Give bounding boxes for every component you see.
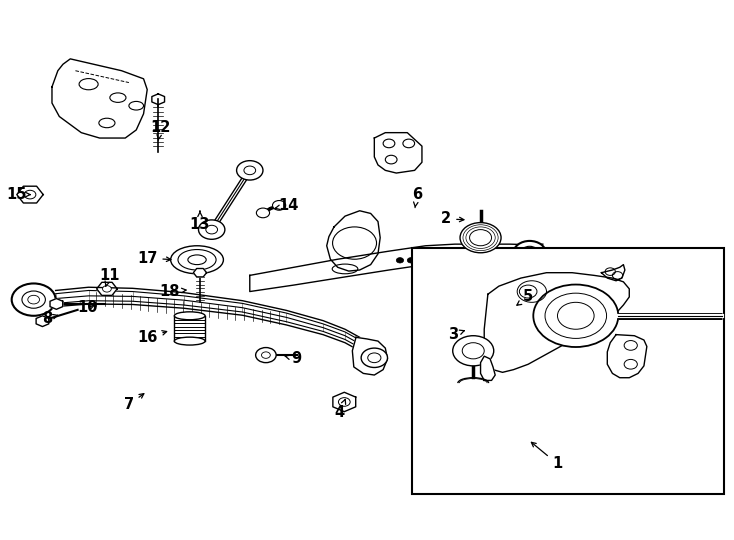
FancyBboxPatch shape: [414, 249, 722, 492]
Circle shape: [22, 291, 46, 308]
Circle shape: [256, 208, 269, 218]
Polygon shape: [601, 265, 625, 281]
Circle shape: [470, 230, 492, 246]
Circle shape: [338, 397, 350, 406]
Circle shape: [28, 295, 40, 304]
Polygon shape: [333, 392, 356, 411]
Polygon shape: [250, 244, 528, 292]
Circle shape: [534, 285, 618, 347]
Circle shape: [198, 220, 225, 239]
Circle shape: [462, 343, 484, 359]
Text: 2: 2: [441, 211, 464, 226]
Polygon shape: [50, 299, 62, 309]
Text: 6: 6: [412, 187, 422, 208]
Text: 10: 10: [77, 300, 98, 315]
Circle shape: [24, 190, 36, 199]
Text: 7: 7: [124, 394, 144, 412]
Text: 18: 18: [159, 284, 186, 299]
Text: 1: 1: [531, 442, 562, 471]
Circle shape: [206, 225, 217, 234]
Circle shape: [368, 353, 381, 363]
Polygon shape: [52, 59, 148, 138]
Circle shape: [558, 302, 594, 329]
Text: 9: 9: [285, 352, 301, 366]
Text: 11: 11: [99, 268, 120, 286]
Polygon shape: [56, 287, 360, 351]
Circle shape: [103, 286, 112, 292]
Circle shape: [521, 246, 539, 259]
Circle shape: [514, 241, 546, 265]
Text: 4: 4: [335, 399, 346, 420]
Ellipse shape: [188, 255, 206, 265]
Text: 17: 17: [137, 251, 171, 266]
Ellipse shape: [174, 312, 205, 320]
Circle shape: [255, 348, 276, 363]
Text: 3: 3: [448, 327, 465, 342]
Text: 14: 14: [275, 198, 299, 213]
Circle shape: [407, 258, 415, 263]
Polygon shape: [352, 338, 388, 375]
Text: 15: 15: [7, 187, 30, 202]
Circle shape: [12, 284, 56, 316]
Circle shape: [460, 222, 501, 253]
Circle shape: [361, 348, 388, 368]
Polygon shape: [481, 356, 495, 380]
Polygon shape: [193, 268, 206, 277]
Circle shape: [261, 352, 270, 359]
Circle shape: [396, 258, 404, 263]
Polygon shape: [607, 335, 647, 377]
Polygon shape: [97, 282, 117, 295]
Polygon shape: [174, 316, 205, 336]
Polygon shape: [36, 316, 48, 327]
Polygon shape: [327, 211, 380, 271]
Ellipse shape: [174, 337, 205, 345]
Ellipse shape: [178, 249, 216, 270]
Text: 12: 12: [150, 120, 170, 140]
Text: 13: 13: [190, 211, 210, 232]
Circle shape: [272, 200, 286, 210]
Polygon shape: [152, 94, 164, 105]
Circle shape: [545, 293, 606, 339]
Polygon shape: [374, 133, 422, 173]
Circle shape: [244, 166, 255, 174]
Circle shape: [236, 161, 263, 180]
Ellipse shape: [171, 246, 223, 274]
Text: 8: 8: [42, 311, 58, 326]
Text: 16: 16: [137, 330, 167, 345]
FancyBboxPatch shape: [413, 248, 724, 494]
Polygon shape: [17, 186, 43, 203]
Circle shape: [453, 336, 494, 366]
Polygon shape: [484, 273, 629, 373]
Text: 5: 5: [517, 289, 534, 305]
